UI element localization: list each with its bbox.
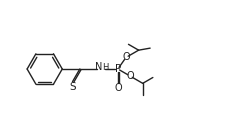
Text: P: P: [114, 64, 120, 74]
Text: S: S: [69, 82, 75, 92]
Text: O: O: [126, 71, 133, 81]
Text: O: O: [114, 83, 121, 93]
Text: O: O: [122, 52, 129, 63]
Text: H: H: [101, 63, 108, 72]
Text: N: N: [94, 62, 102, 72]
